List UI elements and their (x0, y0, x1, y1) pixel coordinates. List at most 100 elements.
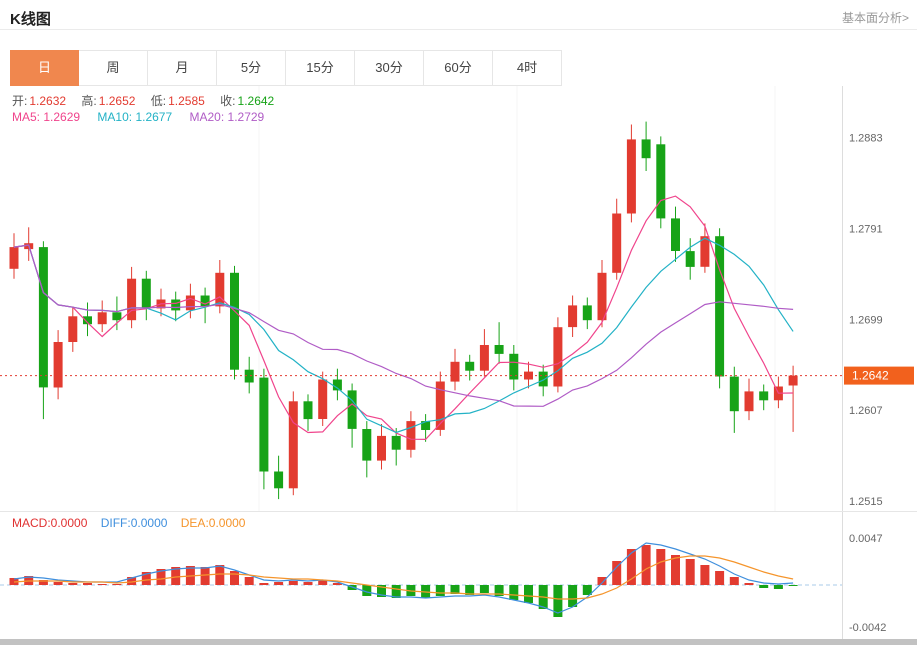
candle-body (759, 391, 769, 401)
candle-body (729, 376, 739, 412)
period-tab-15分[interactable]: 15分 (286, 50, 355, 86)
main-chart-svg[interactable]: 1.2883 1.2791 1.2699 1.2607 1.2515 1.2642 (0, 86, 917, 511)
macd-bar (112, 584, 122, 585)
period-tab-30分[interactable]: 30分 (355, 50, 424, 86)
macd-bar (53, 582, 63, 585)
candle-body (465, 361, 475, 371)
candle-body (685, 251, 695, 267)
macd-bar (626, 549, 636, 585)
candle-body (744, 391, 754, 412)
period-tab-周[interactable]: 周 (79, 50, 148, 86)
macd-bar (288, 581, 298, 585)
candle-body (568, 305, 578, 328)
macd-bar (230, 571, 239, 585)
candle-body (9, 247, 19, 269)
period-tab-日[interactable]: 日 (10, 50, 79, 86)
macd-bar (509, 585, 519, 600)
macd-bar (156, 569, 166, 585)
candle-body (538, 371, 548, 387)
period-tab-4时[interactable]: 4时 (493, 50, 562, 86)
current-price-tag-label: 1.2642 (852, 369, 889, 383)
macd-bar (465, 585, 475, 595)
candle-body (230, 272, 239, 370)
y-axis-label: 1.2883 (849, 132, 883, 144)
macd-bar (700, 565, 710, 585)
macd-bar (38, 580, 48, 585)
macd-bar (318, 580, 328, 585)
bottom-scrollbar-track[interactable] (0, 639, 917, 645)
macd-bar (450, 585, 460, 594)
candle-body (524, 371, 533, 380)
macd-bar (274, 582, 284, 585)
candle-body (494, 345, 504, 354)
candles-layer (9, 121, 798, 500)
candle-body (700, 236, 710, 267)
macd-chart-svg[interactable]: 0.0047 -0.0042 (0, 512, 917, 639)
y-axis-label: 1.2515 (849, 496, 883, 508)
candle-body (303, 401, 313, 420)
macd-axis-label: 0.0047 (849, 533, 883, 545)
page-header: K线图 基本面分析> (0, 0, 917, 30)
candle-body (656, 144, 666, 219)
candle-body (362, 429, 372, 461)
macd-bar (391, 585, 401, 598)
period-tab-5分[interactable]: 5分 (217, 50, 286, 86)
macd-bar (83, 583, 92, 585)
candle-body (641, 139, 651, 159)
y-axis-label: 1.2607 (849, 405, 883, 417)
period-tab-月[interactable]: 月 (148, 50, 217, 86)
candle-body (318, 379, 328, 419)
candle-body (553, 327, 563, 387)
macd-axis-label: -0.0042 (849, 622, 886, 634)
macd-bar (494, 585, 504, 596)
macd-bar (377, 585, 386, 597)
candle-body (671, 218, 680, 251)
candle-body (38, 247, 48, 388)
period-tabbar: 日周月 5分 15分 30分 60分 4时 (10, 50, 917, 86)
macd-bar (68, 583, 78, 585)
macd-bar (773, 585, 783, 589)
candle-body (141, 278, 151, 309)
candle-body (53, 342, 63, 388)
macd-bar (641, 545, 651, 585)
candle-body (332, 379, 342, 391)
candle-body (127, 278, 137, 321)
dea-line (13, 555, 794, 600)
candle-body (597, 272, 607, 321)
fundamental-analysis-link[interactable]: 基本面分析> (841, 11, 909, 25)
candle-body (83, 316, 92, 325)
ma5-line (13, 195, 794, 441)
candle-body (377, 435, 386, 461)
period-tab-60分[interactable]: 60分 (424, 50, 493, 86)
macd-bar (524, 585, 533, 603)
macd-bar (97, 584, 107, 585)
candle-body (171, 299, 181, 311)
ma20-line (13, 244, 794, 407)
macd-bar (788, 585, 798, 586)
macd-bar (435, 585, 445, 596)
macd-bar (715, 571, 725, 585)
page-title: K线图 (10, 11, 51, 28)
main-chart-panel: 1.2883 1.2791 1.2699 1.2607 1.2515 1.2642 开: 1… (0, 86, 917, 511)
candle-body (97, 312, 107, 325)
macd-bar (597, 577, 607, 585)
candle-body (479, 345, 489, 371)
candle-body (391, 435, 401, 450)
macd-panel: 0.0047 -0.0042 MACD:0.0000 DIFF:0.0000 DE… (0, 511, 917, 639)
candle-body (288, 401, 298, 489)
macd-bar (582, 585, 592, 595)
candle-body (612, 213, 622, 273)
macd-bar (744, 583, 754, 585)
macd-bar (568, 585, 578, 607)
y-axis-label: 1.2791 (849, 223, 883, 235)
macd-bar (127, 577, 137, 585)
macd-bar (685, 559, 695, 585)
candle-body (788, 375, 798, 386)
candle-body (274, 471, 284, 489)
current-price-tag (844, 366, 914, 385)
macd-bar (171, 567, 181, 585)
macd-bar (553, 585, 563, 617)
macd-bar (215, 565, 225, 585)
candle-body (68, 316, 78, 342)
macd-bar (656, 549, 666, 585)
